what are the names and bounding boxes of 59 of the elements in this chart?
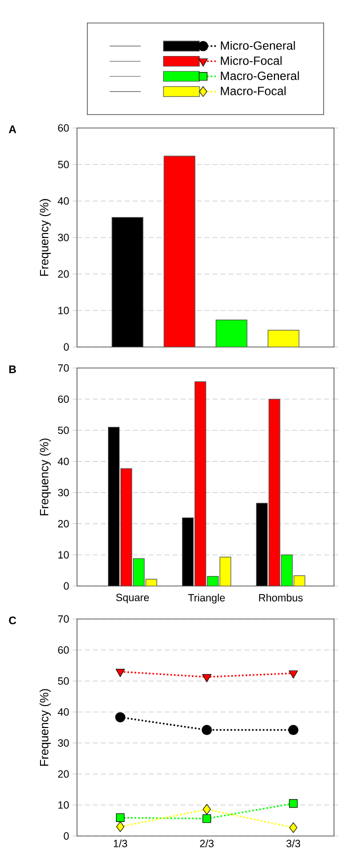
x-tick-label: 3/3: [286, 840, 300, 848]
x-tick-label: 2/3: [200, 840, 214, 848]
point: [288, 670, 298, 679]
point: [116, 813, 125, 822]
bar: [220, 556, 232, 586]
point: [116, 668, 125, 677]
bar: [268, 398, 280, 586]
point: [289, 822, 298, 833]
y-axis-title: Frequency (%): [40, 199, 51, 276]
legend-label: Micro-Focal: [220, 56, 282, 65]
point: [202, 674, 212, 682]
chart-title: A: [8, 126, 16, 134]
y-tick-label: 60: [58, 646, 69, 654]
bar: [182, 517, 194, 586]
x-tick-label: Square: [116, 594, 149, 604]
x-tick-label: Triangle: [188, 594, 225, 604]
y-tick-label: 50: [58, 677, 69, 685]
bar: [108, 426, 120, 586]
point: [202, 724, 212, 736]
x-tick-label: Rhombus: [259, 594, 303, 602]
bar: [194, 381, 206, 586]
point: [202, 804, 211, 815]
point: [289, 799, 298, 808]
point: [116, 821, 124, 832]
y-tick-label: 10: [58, 801, 69, 809]
y-tick-label: 50: [58, 426, 69, 434]
legend-label: Micro-General: [220, 41, 295, 50]
y-tick-label: 60: [58, 395, 69, 403]
y-tick-label: 40: [58, 708, 69, 716]
y-tick-label: 20: [58, 520, 69, 528]
legend-label: Macro-General: [220, 71, 299, 80]
y-tick-label: 0: [64, 582, 69, 590]
y-tick-label: 70: [58, 615, 69, 623]
y-tick-label: 30: [58, 234, 69, 242]
y-tick-label: 0: [64, 832, 69, 840]
point: [202, 814, 212, 823]
y-tick-label: 50: [58, 160, 69, 168]
bar: [132, 558, 145, 586]
y-tick-label: 20: [58, 770, 69, 778]
y-tick-label: 10: [58, 551, 69, 559]
y-tick-label: 40: [58, 458, 69, 466]
y-tick-label: 30: [58, 488, 69, 496]
y-tick-label: 0: [64, 343, 69, 351]
x-tick-label: 1/3: [114, 840, 128, 848]
chart-title: B: [9, 366, 16, 374]
y-tick-label: 60: [58, 124, 69, 132]
bar: [120, 468, 132, 586]
y-tick-label: 20: [58, 270, 69, 278]
y-tick-label: 70: [58, 364, 69, 372]
chart-title: C: [9, 616, 16, 624]
y-tick-label: 10: [58, 306, 69, 314]
y-axis-title: Frequency (%): [40, 438, 51, 516]
y-tick-label: 30: [58, 739, 69, 747]
point: [115, 712, 126, 722]
legend-label: Macro-Focal: [220, 86, 286, 96]
y-axis-title: Frequency (%): [40, 689, 51, 766]
bar: [256, 502, 268, 586]
point: [288, 724, 298, 736]
y-tick-label: 40: [58, 197, 69, 205]
